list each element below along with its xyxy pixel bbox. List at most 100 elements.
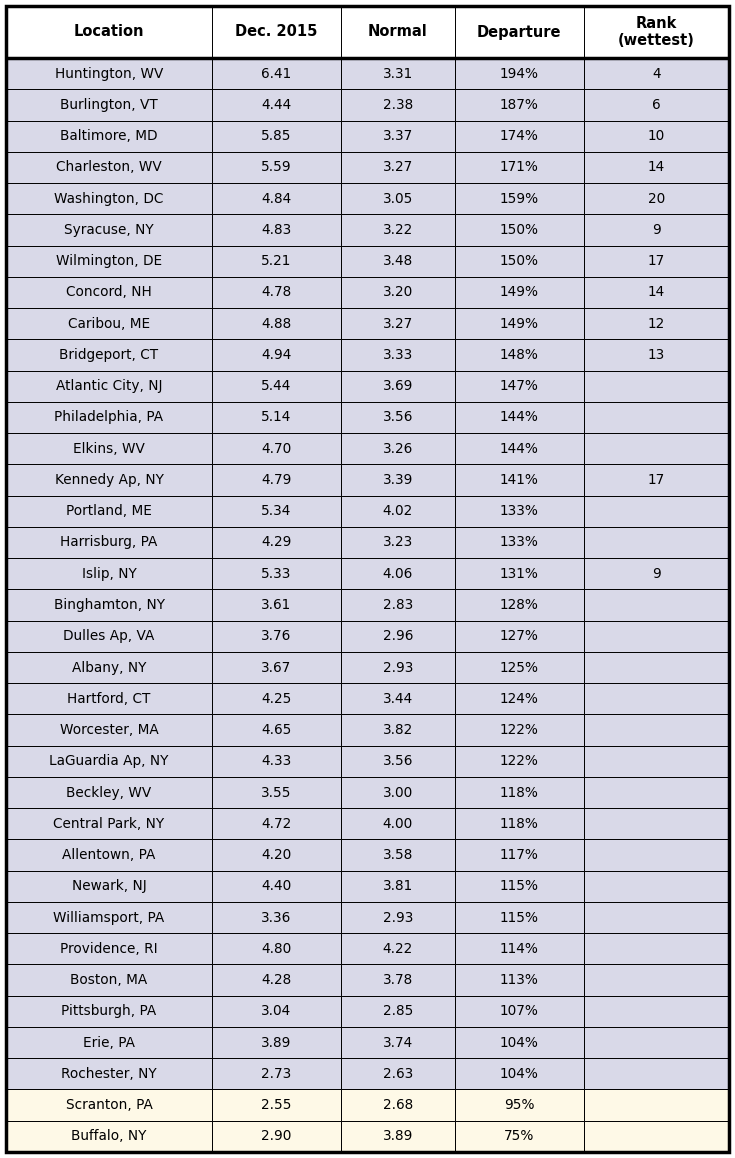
Text: 144%: 144% bbox=[500, 410, 539, 425]
Bar bbox=[6, 433, 212, 464]
Text: 174%: 174% bbox=[500, 130, 539, 144]
Text: 14: 14 bbox=[648, 285, 665, 300]
Text: Pittsburgh, PA: Pittsburgh, PA bbox=[62, 1004, 157, 1018]
Bar bbox=[6, 6, 212, 58]
Bar bbox=[6, 214, 212, 245]
Bar bbox=[341, 120, 455, 152]
Bar bbox=[341, 1058, 455, 1090]
Bar bbox=[6, 902, 212, 933]
Bar bbox=[6, 464, 212, 496]
Text: 17: 17 bbox=[648, 472, 665, 488]
Bar bbox=[584, 965, 729, 996]
Text: 3.44: 3.44 bbox=[383, 691, 413, 705]
Bar bbox=[6, 621, 212, 652]
Text: 3.56: 3.56 bbox=[383, 754, 413, 768]
Text: Wilmington, DE: Wilmington, DE bbox=[56, 254, 162, 269]
Bar bbox=[584, 871, 729, 902]
Text: 131%: 131% bbox=[500, 566, 539, 581]
Text: Albany, NY: Albany, NY bbox=[72, 660, 146, 674]
Bar bbox=[212, 245, 341, 277]
Text: 13: 13 bbox=[648, 347, 665, 362]
Text: 4.25: 4.25 bbox=[261, 691, 292, 705]
Bar bbox=[455, 214, 584, 245]
Text: 114%: 114% bbox=[500, 941, 539, 955]
Bar bbox=[584, 714, 729, 746]
Text: 2.85: 2.85 bbox=[383, 1004, 413, 1018]
Text: 6.41: 6.41 bbox=[261, 67, 292, 81]
Bar bbox=[6, 183, 212, 214]
Bar bbox=[212, 902, 341, 933]
Bar bbox=[6, 277, 212, 308]
Text: Buffalo, NY: Buffalo, NY bbox=[71, 1129, 147, 1143]
Bar bbox=[6, 840, 212, 871]
Bar bbox=[6, 933, 212, 965]
Text: 125%: 125% bbox=[500, 660, 539, 674]
Bar bbox=[212, 808, 341, 840]
Bar bbox=[341, 871, 455, 902]
Bar bbox=[584, 902, 729, 933]
Text: 5.44: 5.44 bbox=[261, 379, 292, 394]
Bar bbox=[212, 965, 341, 996]
Bar bbox=[584, 402, 729, 433]
Bar bbox=[584, 777, 729, 808]
Text: 4.00: 4.00 bbox=[383, 816, 413, 830]
Text: 3.89: 3.89 bbox=[261, 1035, 292, 1049]
Bar bbox=[584, 433, 729, 464]
Bar bbox=[455, 808, 584, 840]
Text: 3.22: 3.22 bbox=[383, 222, 413, 237]
Text: Elkins, WV: Elkins, WV bbox=[73, 441, 145, 456]
Bar bbox=[212, 89, 341, 120]
Text: Central Park, NY: Central Park, NY bbox=[54, 816, 165, 830]
Text: 150%: 150% bbox=[500, 254, 539, 269]
Text: 3.81: 3.81 bbox=[383, 879, 413, 893]
Text: 4.79: 4.79 bbox=[261, 472, 292, 488]
Text: 115%: 115% bbox=[500, 879, 539, 893]
Text: Harrisburg, PA: Harrisburg, PA bbox=[60, 535, 158, 550]
Bar bbox=[212, 214, 341, 245]
Bar bbox=[455, 840, 584, 871]
Bar bbox=[584, 464, 729, 496]
Bar bbox=[212, 120, 341, 152]
Bar bbox=[6, 152, 212, 183]
Bar bbox=[584, 527, 729, 558]
Bar bbox=[341, 433, 455, 464]
Bar bbox=[584, 621, 729, 652]
Text: Dulles Ap, VA: Dulles Ap, VA bbox=[63, 629, 154, 643]
Text: Worcester, MA: Worcester, MA bbox=[60, 723, 159, 736]
Bar bbox=[341, 402, 455, 433]
Text: 3.39: 3.39 bbox=[383, 472, 413, 488]
Bar bbox=[6, 527, 212, 558]
Bar bbox=[341, 245, 455, 277]
Bar bbox=[455, 339, 584, 371]
Bar bbox=[341, 840, 455, 871]
Bar bbox=[341, 214, 455, 245]
Text: 3.26: 3.26 bbox=[383, 441, 413, 456]
Bar bbox=[212, 1058, 341, 1090]
Text: 4.22: 4.22 bbox=[383, 941, 413, 955]
Text: 6: 6 bbox=[652, 98, 661, 112]
Bar bbox=[212, 1090, 341, 1121]
Bar bbox=[212, 746, 341, 777]
Bar bbox=[341, 183, 455, 214]
Text: 122%: 122% bbox=[500, 754, 539, 768]
Text: Portland, ME: Portland, ME bbox=[66, 504, 152, 519]
Bar bbox=[212, 277, 341, 308]
Bar bbox=[6, 965, 212, 996]
Text: 3.27: 3.27 bbox=[383, 161, 413, 175]
Text: 3.69: 3.69 bbox=[383, 379, 413, 394]
Bar bbox=[455, 621, 584, 652]
Text: Syracuse, NY: Syracuse, NY bbox=[64, 222, 154, 237]
Text: 14: 14 bbox=[648, 161, 665, 175]
Bar bbox=[341, 496, 455, 527]
Bar bbox=[455, 6, 584, 58]
Bar bbox=[455, 1121, 584, 1152]
Text: 10: 10 bbox=[648, 130, 665, 144]
Bar bbox=[6, 1121, 212, 1152]
Text: Williamsport, PA: Williamsport, PA bbox=[54, 910, 165, 924]
Bar bbox=[584, 152, 729, 183]
Bar bbox=[341, 464, 455, 496]
Text: 3.89: 3.89 bbox=[383, 1129, 413, 1143]
Bar bbox=[212, 371, 341, 402]
Text: 187%: 187% bbox=[500, 98, 539, 112]
Bar bbox=[212, 683, 341, 714]
